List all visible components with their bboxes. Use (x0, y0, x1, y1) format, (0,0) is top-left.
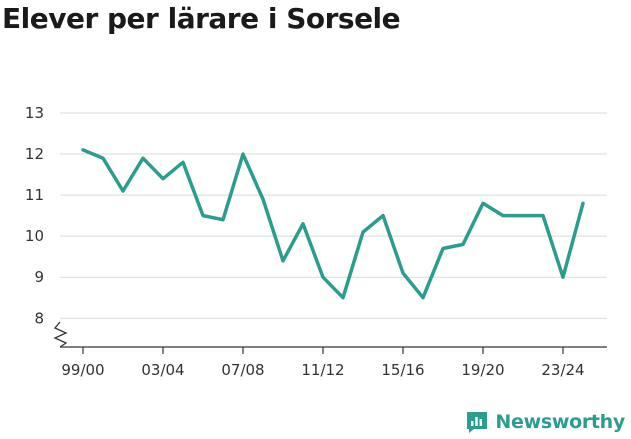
x-axis: 99/00 03/04 07/08 11/12 15/16 19/20 23/24 (53, 321, 607, 379)
brand-name: Newsworthy (495, 411, 625, 433)
y-tick-label-9: 9 (34, 268, 44, 286)
newsworthy-brand: Newsworthy (465, 410, 625, 434)
x-tick-label-19-20: 19/20 (461, 361, 504, 379)
axis-break-icon (53, 321, 68, 348)
x-tick-label-03-04: 03/04 (141, 361, 184, 379)
y-tick-label-12: 12 (25, 145, 44, 163)
y-tick-label-13: 13 (25, 104, 44, 122)
series-line-0 (81, 148, 585, 300)
y-tick-label-8: 8 (34, 309, 44, 327)
chart-title: Elever per lärare i Sorsele (2, 2, 401, 35)
x-tick-label-23-24: 23/24 (541, 361, 584, 379)
series-layer (81, 148, 585, 300)
y-tick-label-11: 11 (25, 186, 44, 204)
x-tick-label-11-12: 11/12 (301, 361, 344, 379)
y-tick-label-10: 10 (25, 227, 44, 245)
gridlines (60, 112, 607, 319)
y-axis-tick-labels: 8 9 10 11 12 13 (25, 104, 44, 327)
x-tick-label-07-08: 07/08 (221, 361, 264, 379)
x-tick-label-15-16: 15/16 (381, 361, 424, 379)
newsworthy-logo-icon (467, 412, 488, 433)
x-tick-label-99-00: 99/00 (61, 361, 104, 379)
